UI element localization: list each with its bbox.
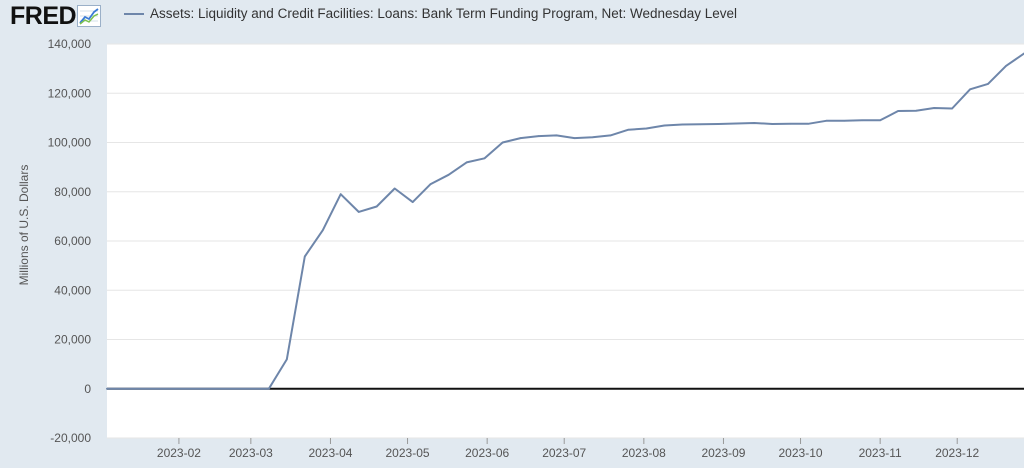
data-point [393,187,396,190]
data-point [843,120,845,122]
y-tick-label: 40,000 [54,283,91,297]
data-point [897,110,899,112]
fred-logo-text: FRED [10,2,77,30]
data-point [609,134,612,137]
data-point [753,122,756,124]
data-point [537,135,540,137]
data-point [987,83,989,85]
x-tick-label: 2023-12 [935,446,979,460]
trend-chart-icon [77,5,102,27]
data-point [483,157,486,160]
x-tick-label: 2023-10 [779,446,823,460]
y-tick-label: 20,000 [54,333,91,347]
data-point [591,136,594,139]
chart-header: FRED Assets: Liquidity and Credit Facili… [0,0,1024,34]
data-point [286,358,288,361]
data-point [681,123,684,126]
y-tick-label: 100,000 [48,136,92,150]
data-point [106,388,108,390]
data-point [268,388,270,390]
fred-logo[interactable]: FRED [10,2,102,30]
data-point [304,255,306,258]
data-point [357,211,360,213]
data-point [519,137,522,139]
data-point [555,134,558,137]
x-tick-label: 2023-09 [701,446,745,460]
data-point [645,127,648,130]
x-tick-label: 2023-07 [542,446,586,460]
data-point [915,109,917,112]
x-tick-label: 2023-05 [386,446,430,460]
data-point [465,161,468,164]
y-tick-label: -20,000 [50,431,91,445]
data-point [969,88,971,91]
data-point [771,123,774,125]
data-point [339,193,342,195]
y-tick-label: 0 [84,382,91,396]
x-tick-label: 2023-06 [465,446,509,460]
data-point [573,137,576,139]
data-point [663,124,666,127]
data-point [807,123,809,125]
y-tick-label: 60,000 [54,234,91,248]
data-point [861,119,863,122]
x-tick-label: 2023-11 [859,446,902,460]
data-point [375,205,378,208]
y-tick-label: 80,000 [54,185,91,199]
series-line [106,52,1024,390]
data-point [699,123,702,126]
data-point [735,122,738,125]
data-point [789,123,792,125]
y-tick-label: 120,000 [48,86,92,100]
legend-series-swatch [124,12,144,15]
data-point [411,201,414,203]
data-point [879,119,881,122]
data-point [447,174,450,176]
legend-series-label: Assets: Liquidity and Credit Facilities:… [150,6,738,21]
data-point [322,229,324,231]
data-point [1005,65,1007,67]
x-tick-label: 2023-04 [308,446,352,460]
data-point [933,107,935,109]
data-point [717,123,720,125]
data-point [501,141,504,144]
data-point [951,107,953,110]
data-point [429,183,432,185]
x-tick-label: 2023-08 [622,446,666,460]
data-point [627,128,630,131]
x-tick-label: 2023-03 [229,446,273,460]
chart-legend[interactable]: Assets: Liquidity and Credit Facilities:… [124,6,737,21]
y-tick-label: 140,000 [48,37,92,51]
data-point [825,120,827,122]
x-tick-label: 2023-02 [157,446,201,460]
